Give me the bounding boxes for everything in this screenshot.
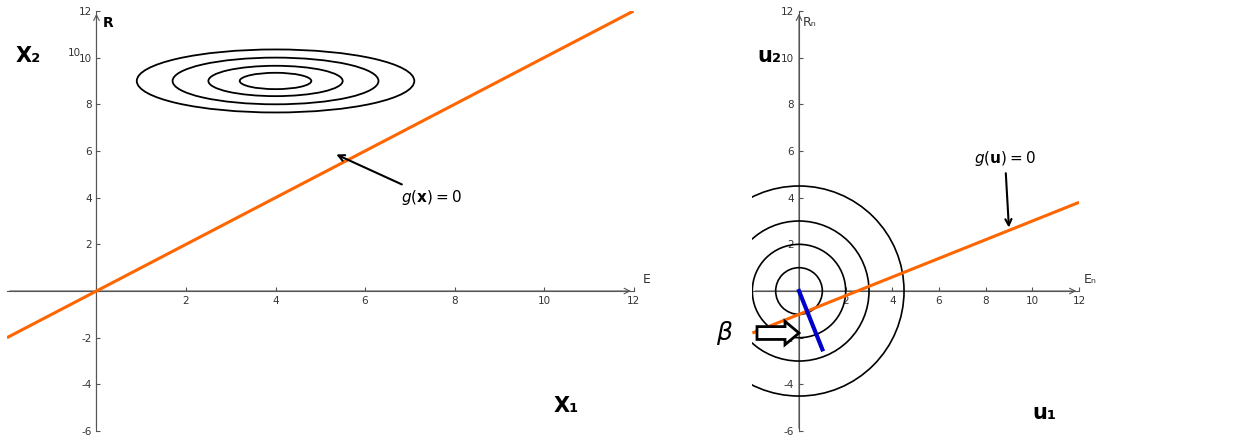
Text: Rₙ: Rₙ — [802, 16, 816, 28]
Text: $g(\mathbf{x}) = 0$: $g(\mathbf{x}) = 0$ — [339, 155, 461, 207]
Text: E: E — [643, 274, 650, 286]
Text: u₂: u₂ — [756, 46, 781, 66]
Text: X₂: X₂ — [16, 46, 41, 66]
Text: 10: 10 — [68, 48, 80, 58]
Text: $g(\mathbf{u}) = 0$: $g(\mathbf{u}) = 0$ — [974, 149, 1036, 225]
Text: R: R — [103, 16, 114, 30]
Text: $\beta$: $\beta$ — [717, 319, 734, 347]
Text: X₁: X₁ — [554, 396, 580, 416]
Text: u₁: u₁ — [1032, 403, 1056, 423]
FancyArrow shape — [756, 321, 798, 345]
Text: Eₙ: Eₙ — [1084, 274, 1096, 286]
